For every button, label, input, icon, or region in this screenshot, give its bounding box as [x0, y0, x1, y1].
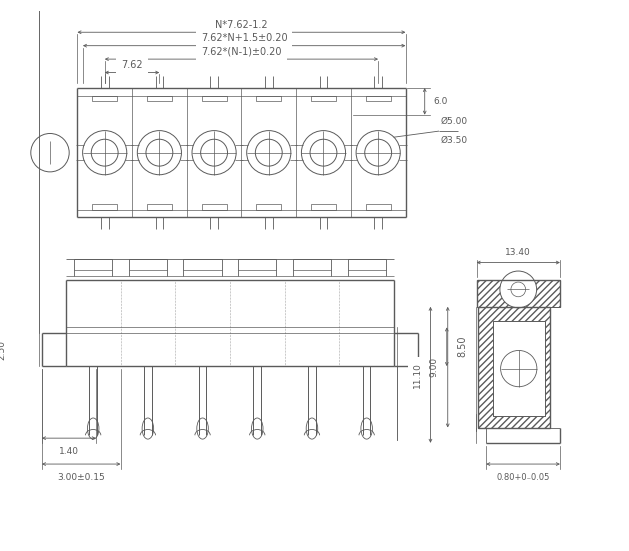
Circle shape — [500, 271, 537, 308]
Bar — [477, 280, 560, 307]
Text: 7.62: 7.62 — [121, 60, 143, 70]
Text: N*7.62-1.2: N*7.62-1.2 — [215, 20, 268, 30]
Text: Ø5.00: Ø5.00 — [441, 117, 468, 126]
Bar — [147, 204, 172, 210]
Text: 3.00±0.15: 3.00±0.15 — [57, 473, 105, 482]
Text: Ø3.50: Ø3.50 — [441, 136, 468, 145]
Bar — [365, 95, 391, 101]
Circle shape — [511, 282, 526, 297]
Bar — [311, 204, 336, 210]
Bar — [202, 95, 226, 101]
Text: 7.62*N+1.5±0.20: 7.62*N+1.5±0.20 — [201, 33, 287, 43]
Bar — [479, 307, 550, 428]
Text: 0.80+0₋0.05: 0.80+0₋0.05 — [496, 473, 550, 482]
Text: 1.40: 1.40 — [59, 447, 79, 456]
Bar — [311, 95, 336, 101]
Bar — [92, 95, 117, 101]
Text: 9.00: 9.00 — [430, 357, 439, 377]
Bar — [256, 95, 281, 101]
Text: 8.50: 8.50 — [457, 336, 467, 358]
Bar — [493, 321, 545, 416]
Bar — [147, 95, 172, 101]
Text: 6.0: 6.0 — [433, 97, 447, 106]
Bar — [92, 204, 117, 210]
Bar — [202, 204, 226, 210]
Text: 13.40: 13.40 — [505, 249, 531, 257]
Text: 2.50: 2.50 — [0, 340, 6, 360]
Text: 11.10: 11.10 — [413, 362, 421, 388]
Text: 7.62*(N-1)±0.20: 7.62*(N-1)±0.20 — [201, 46, 282, 56]
Bar — [256, 204, 281, 210]
Bar — [365, 204, 391, 210]
